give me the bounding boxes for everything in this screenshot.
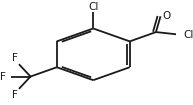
- Text: O: O: [162, 11, 170, 21]
- Text: Cl: Cl: [183, 30, 193, 40]
- Text: F: F: [0, 72, 5, 82]
- Text: Cl: Cl: [88, 2, 98, 12]
- Text: F: F: [12, 90, 18, 100]
- Text: F: F: [12, 53, 18, 63]
